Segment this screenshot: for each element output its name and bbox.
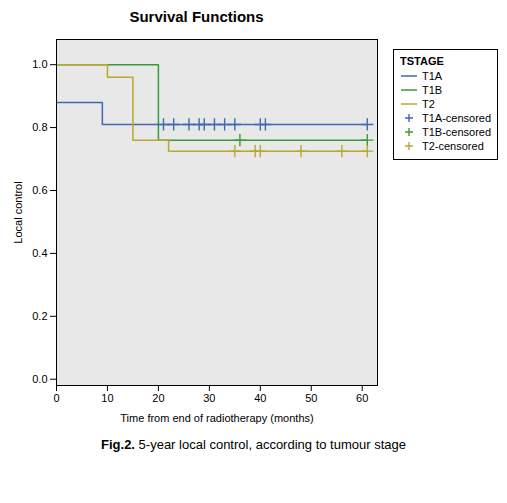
svg-text:0.4: 0.4 — [32, 247, 47, 259]
svg-text:50: 50 — [305, 392, 317, 404]
svg-text:0.6: 0.6 — [32, 184, 47, 196]
svg-text:0.8: 0.8 — [32, 121, 47, 133]
html-text:T1B: T1B — [422, 84, 443, 96]
html-text:T1A-censored: T1A-censored — [422, 112, 492, 124]
svg-text:1.0: 1.0 — [32, 58, 47, 70]
html-text:TSTAGE: TSTAGE — [400, 55, 444, 67]
html-text:T1A: T1A — [422, 70, 443, 82]
svg-text:0.0: 0.0 — [32, 373, 47, 385]
svg-text:60: 60 — [356, 392, 368, 404]
svg-text:30: 30 — [203, 392, 215, 404]
html-text:T2-censored: T2-censored — [422, 140, 484, 152]
svg-text:Time from end of radiotherapy: Time from end of radiotherapy (months) — [120, 412, 313, 424]
svg-text:20: 20 — [152, 392, 164, 404]
svg-text:10: 10 — [101, 392, 113, 404]
html-text:Survival Functions: Survival Functions — [129, 8, 264, 25]
svg-text:0.2: 0.2 — [32, 310, 47, 322]
svg-text:Local control: Local control — [12, 181, 24, 243]
html-text:T1B-censored: T1B-censored — [422, 126, 492, 138]
svg-text:0: 0 — [53, 392, 59, 404]
html-text:T2: T2 — [422, 98, 435, 110]
svg-text:40: 40 — [254, 392, 266, 404]
html-text:Fig.2. 5-year local control, a: Fig.2. 5-year local control, according t… — [101, 437, 406, 452]
